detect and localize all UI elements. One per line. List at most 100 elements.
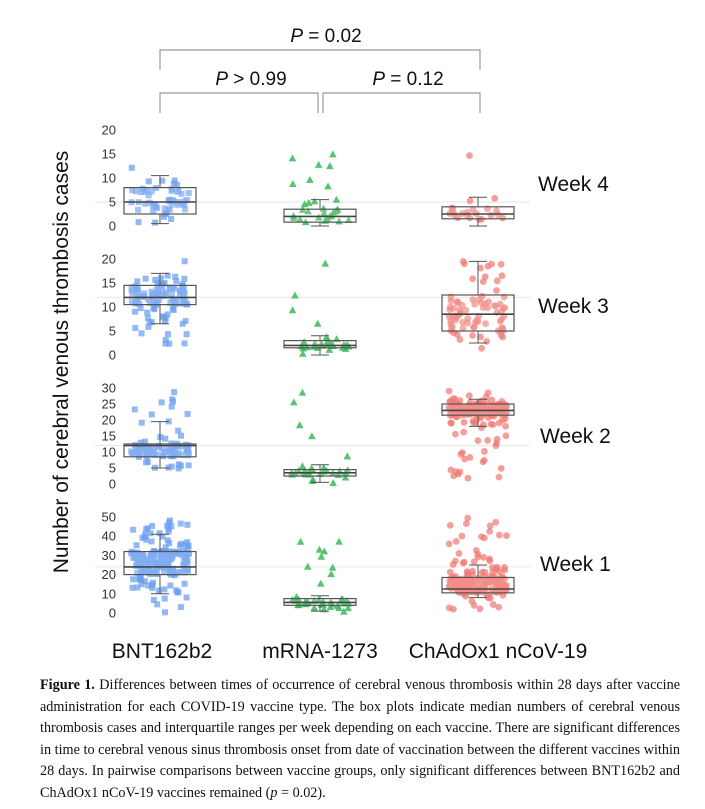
data-point (174, 201, 181, 208)
data-point (152, 219, 159, 226)
data-point (140, 553, 147, 560)
data-point (459, 318, 466, 326)
data-point (179, 281, 186, 288)
y-tick-label: 20 (102, 252, 116, 267)
data-point (178, 551, 185, 558)
data-point (174, 589, 181, 596)
data-point (135, 219, 142, 226)
data-point (305, 198, 313, 206)
data-point (150, 597, 157, 604)
data-point (288, 154, 297, 162)
data-point (182, 561, 189, 568)
data-point (472, 419, 479, 427)
data-point (178, 432, 185, 439)
data-point (487, 578, 494, 586)
data-point (155, 292, 162, 299)
data-point (167, 556, 174, 563)
y-tick-label: 15 (102, 147, 116, 162)
data-point (299, 349, 307, 357)
data-point (162, 544, 169, 551)
data-point (464, 474, 472, 482)
data-point (327, 570, 335, 578)
data-point (497, 464, 505, 472)
data-point (329, 150, 337, 158)
data-point (480, 588, 488, 596)
category-label: ChAdOx1 nCoV-19 (409, 640, 588, 663)
data-point (460, 418, 468, 426)
data-point (174, 188, 181, 195)
data-point (317, 552, 326, 560)
data-point (448, 582, 456, 589)
comparison-bracket (159, 92, 319, 113)
data-point (134, 278, 141, 285)
data-point (291, 291, 299, 299)
data-point (154, 280, 161, 287)
data-point (314, 596, 323, 604)
data-point (172, 299, 179, 306)
data-point (149, 451, 156, 458)
data-point (322, 333, 331, 341)
points-chadox1-ncov-19 (445, 258, 509, 352)
y-tick-label: 50 (102, 510, 116, 525)
data-point (495, 603, 503, 611)
data-point (488, 396, 496, 404)
data-point (486, 522, 494, 530)
data-point (142, 275, 149, 282)
data-point (180, 547, 187, 554)
data-point (156, 530, 163, 537)
category-label: mRNA-1273 (262, 640, 378, 663)
data-point (148, 188, 155, 195)
data-point (176, 569, 183, 576)
data-point (320, 209, 328, 217)
data-point (135, 206, 142, 213)
data-point (466, 214, 474, 222)
data-point (456, 576, 464, 584)
data-point (130, 576, 137, 583)
data-point (476, 605, 484, 613)
data-point (503, 532, 510, 539)
data-point (136, 300, 143, 307)
data-point (166, 540, 173, 547)
data-point (166, 198, 173, 205)
data-point (322, 466, 331, 474)
data-point (319, 204, 328, 212)
caption-p-symbol: p (270, 784, 278, 801)
data-point (165, 528, 172, 535)
data-point (459, 324, 467, 332)
data-point (179, 320, 186, 327)
data-point (149, 584, 156, 591)
data-point (300, 468, 308, 476)
comparison-label: P = 0.02 (290, 26, 361, 47)
data-point (145, 192, 152, 199)
caption-p-value: = 0.02). (277, 784, 326, 801)
data-point (455, 550, 463, 557)
data-point (146, 556, 153, 563)
data-point (150, 208, 157, 215)
data-point (133, 290, 140, 297)
data-point (325, 345, 334, 353)
data-point (473, 577, 481, 585)
data-point (468, 571, 476, 579)
caption-label: Figure 1. (40, 677, 95, 693)
data-point (466, 152, 473, 159)
data-point (480, 448, 488, 455)
data-point (185, 550, 192, 557)
data-point (469, 275, 476, 283)
data-point (144, 569, 151, 576)
y-tick-label: 0 (109, 348, 116, 363)
data-point (143, 459, 150, 466)
data-point (481, 273, 489, 281)
data-point (300, 200, 309, 208)
data-point (157, 554, 164, 561)
y-tick-label: 30 (102, 548, 116, 563)
data-point (460, 558, 468, 566)
data-point (459, 258, 467, 265)
data-point (169, 444, 176, 451)
data-point (453, 298, 461, 306)
data-point (181, 580, 188, 587)
data-point (147, 447, 154, 454)
data-point (158, 275, 165, 282)
data-point (480, 456, 488, 464)
data-point (141, 290, 148, 297)
data-point (148, 411, 155, 418)
